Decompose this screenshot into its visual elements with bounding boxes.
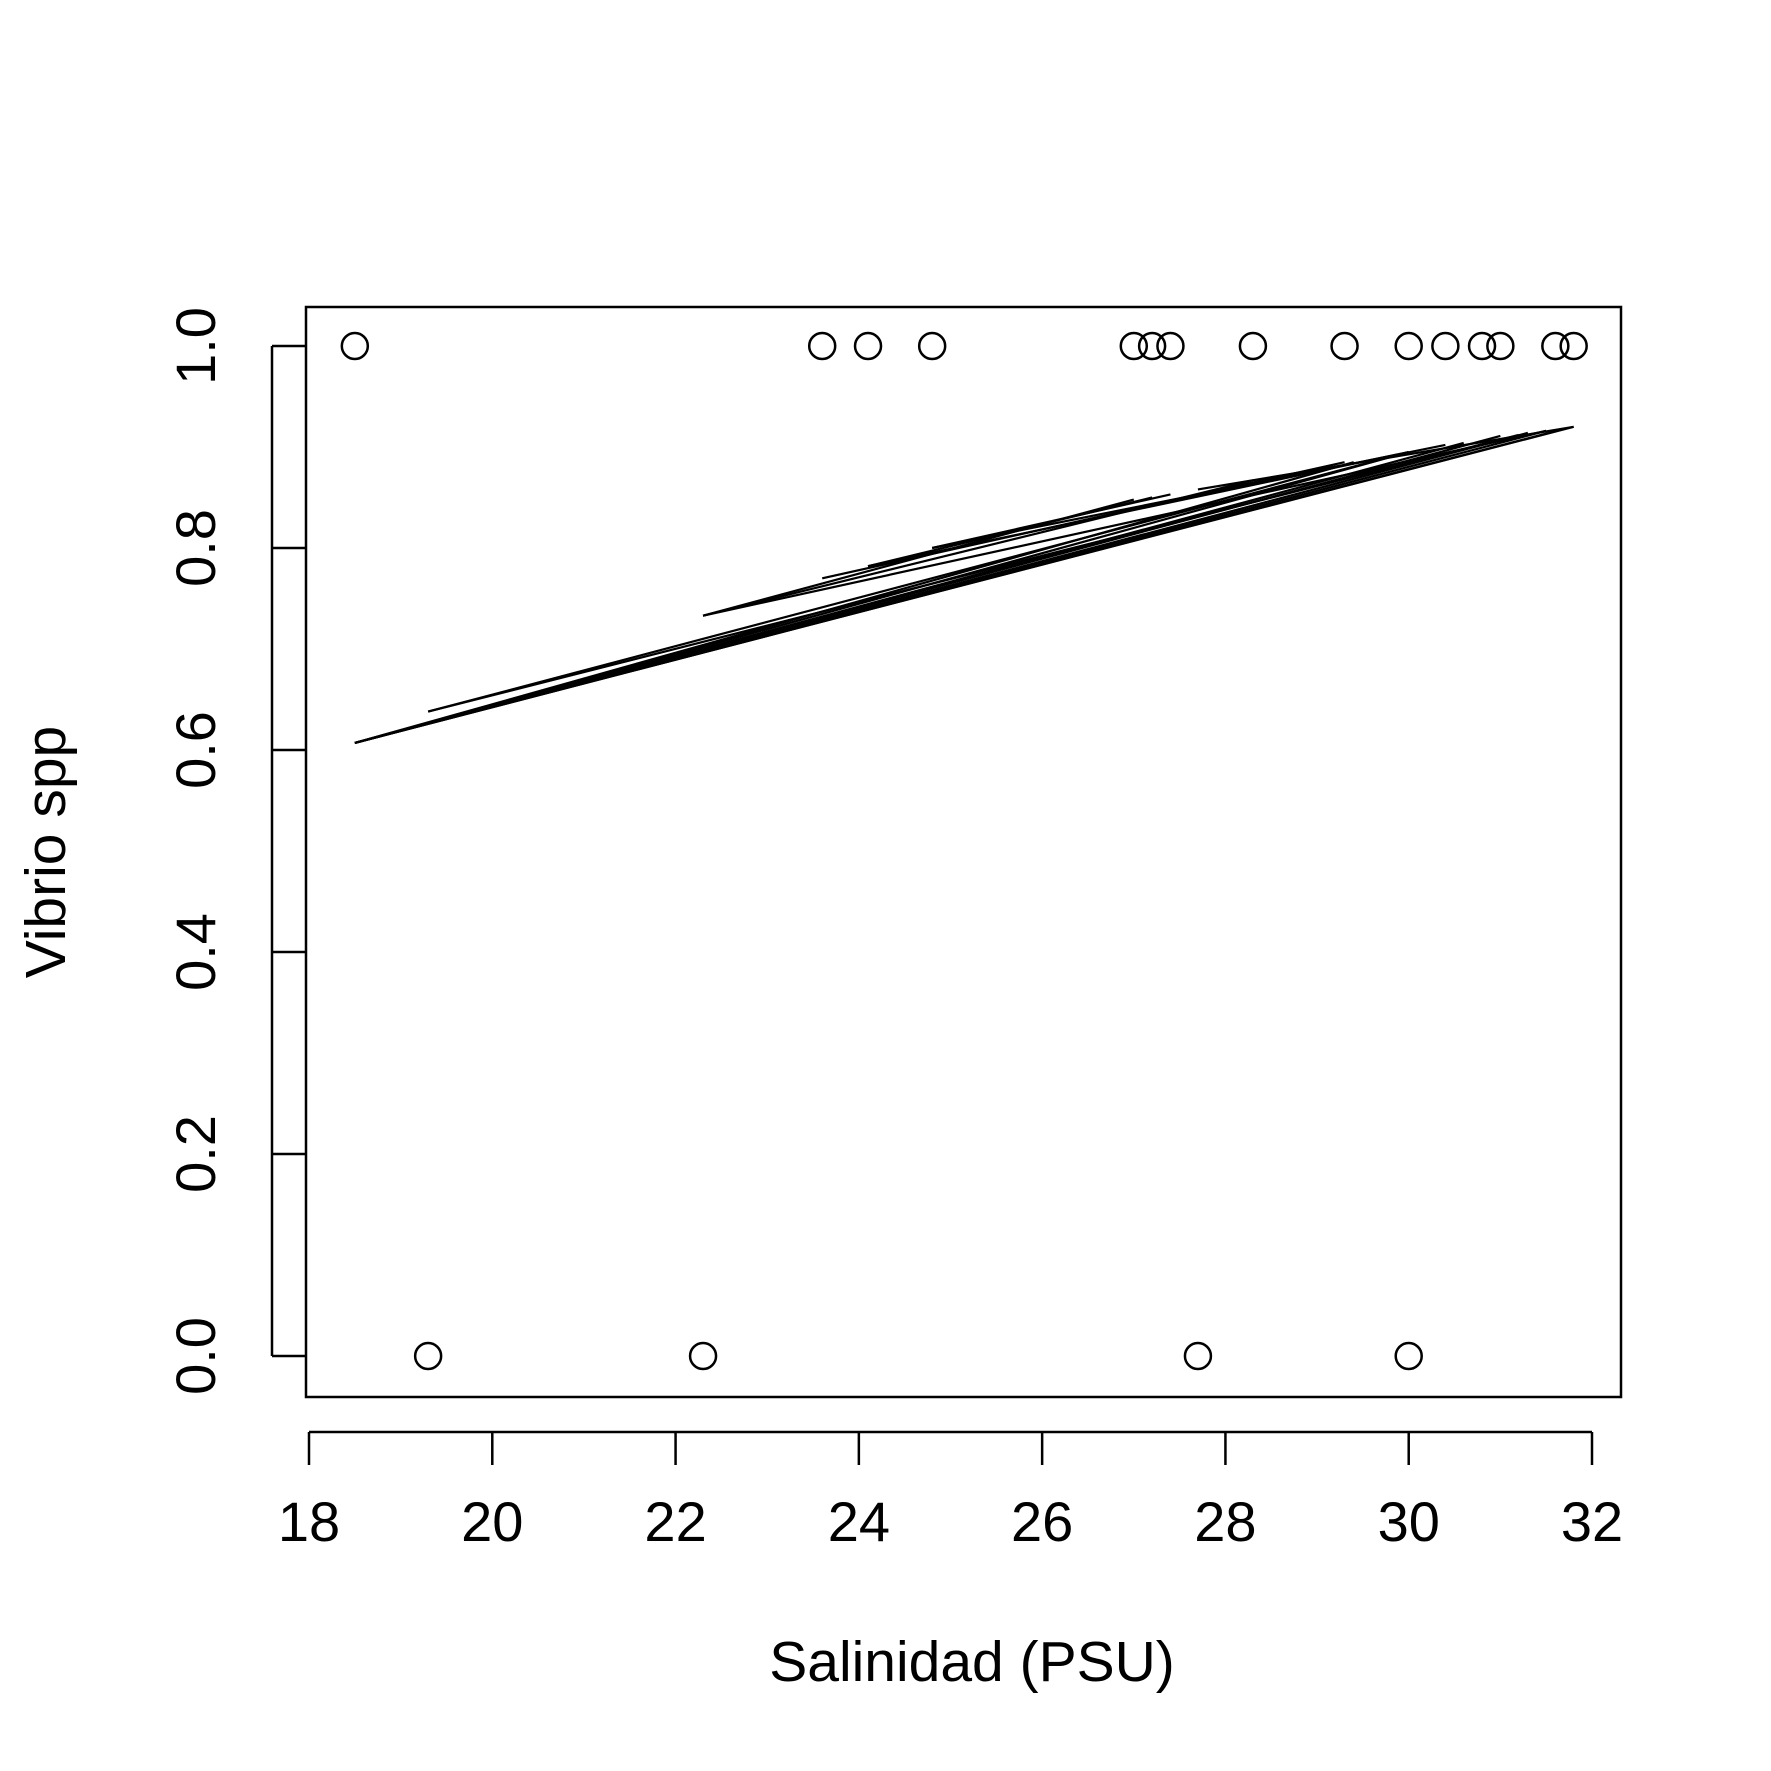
y-tick-label-0.0: 0.0 (164, 1317, 227, 1395)
data-point-8 (1238, 331, 1268, 361)
data-point-7 (1156, 331, 1185, 361)
y-tick-label-0.6: 0.6 (164, 711, 227, 789)
fit-line-10 (427, 450, 1409, 713)
data-point-9 (1330, 331, 1359, 361)
data-point-2 (807, 331, 837, 361)
data-point-4 (917, 331, 947, 361)
x-tick-label-24: 24 (828, 1490, 890, 1553)
data-point-12 (1467, 331, 1497, 361)
fit-line-19 (1197, 425, 1574, 491)
data-point-14 (1541, 331, 1570, 361)
data-point-19 (1394, 1341, 1423, 1371)
x-tick-label-26: 26 (1011, 1490, 1073, 1553)
x-axis-title: Salinidad (PSU) (769, 1630, 1175, 1694)
data-point-3 (853, 331, 883, 361)
data-point-6 (1137, 331, 1167, 361)
y-tick-label-1.0: 1.0 (164, 307, 227, 385)
x-tick-label-32: 32 (1561, 1490, 1623, 1553)
data-point-15 (1559, 331, 1588, 361)
y-tick-label-0.4: 0.4 (164, 913, 227, 991)
x-tick-label-20: 20 (461, 1490, 523, 1553)
y-axis: 0.0 0.2 0.4 0.6 0.8 1.0 (164, 307, 306, 1395)
fit-line-9 (427, 433, 1519, 713)
data-point-13 (1486, 331, 1515, 361)
x-tick-label-18: 18 (278, 1490, 340, 1553)
data-point-5 (1119, 331, 1149, 361)
x-axis: 18 20 22 24 26 28 30 32 (278, 1430, 1623, 1553)
points-layer (340, 331, 1588, 1371)
y-tick-label-0.2: 0.2 (164, 1115, 227, 1193)
fit-line-18 (931, 493, 1171, 550)
x-tick-label-30: 30 (1378, 1490, 1440, 1553)
data-point-16 (413, 1341, 443, 1371)
data-point-17 (688, 1341, 718, 1371)
data-point-18 (1183, 1341, 1213, 1371)
x-tick-label-22: 22 (644, 1490, 706, 1553)
plot-frame (304, 305, 1623, 1399)
data-point-1 (340, 331, 370, 361)
data-point-10 (1394, 331, 1423, 361)
data-point-11 (1431, 331, 1460, 361)
y-axis-title: Vibrio spp (14, 726, 78, 978)
x-tick-label-28: 28 (1194, 1490, 1256, 1553)
fit-lines-layer (354, 425, 1574, 744)
y-tick-label-0.8: 0.8 (164, 509, 227, 587)
fit-line-11 (702, 429, 1547, 617)
